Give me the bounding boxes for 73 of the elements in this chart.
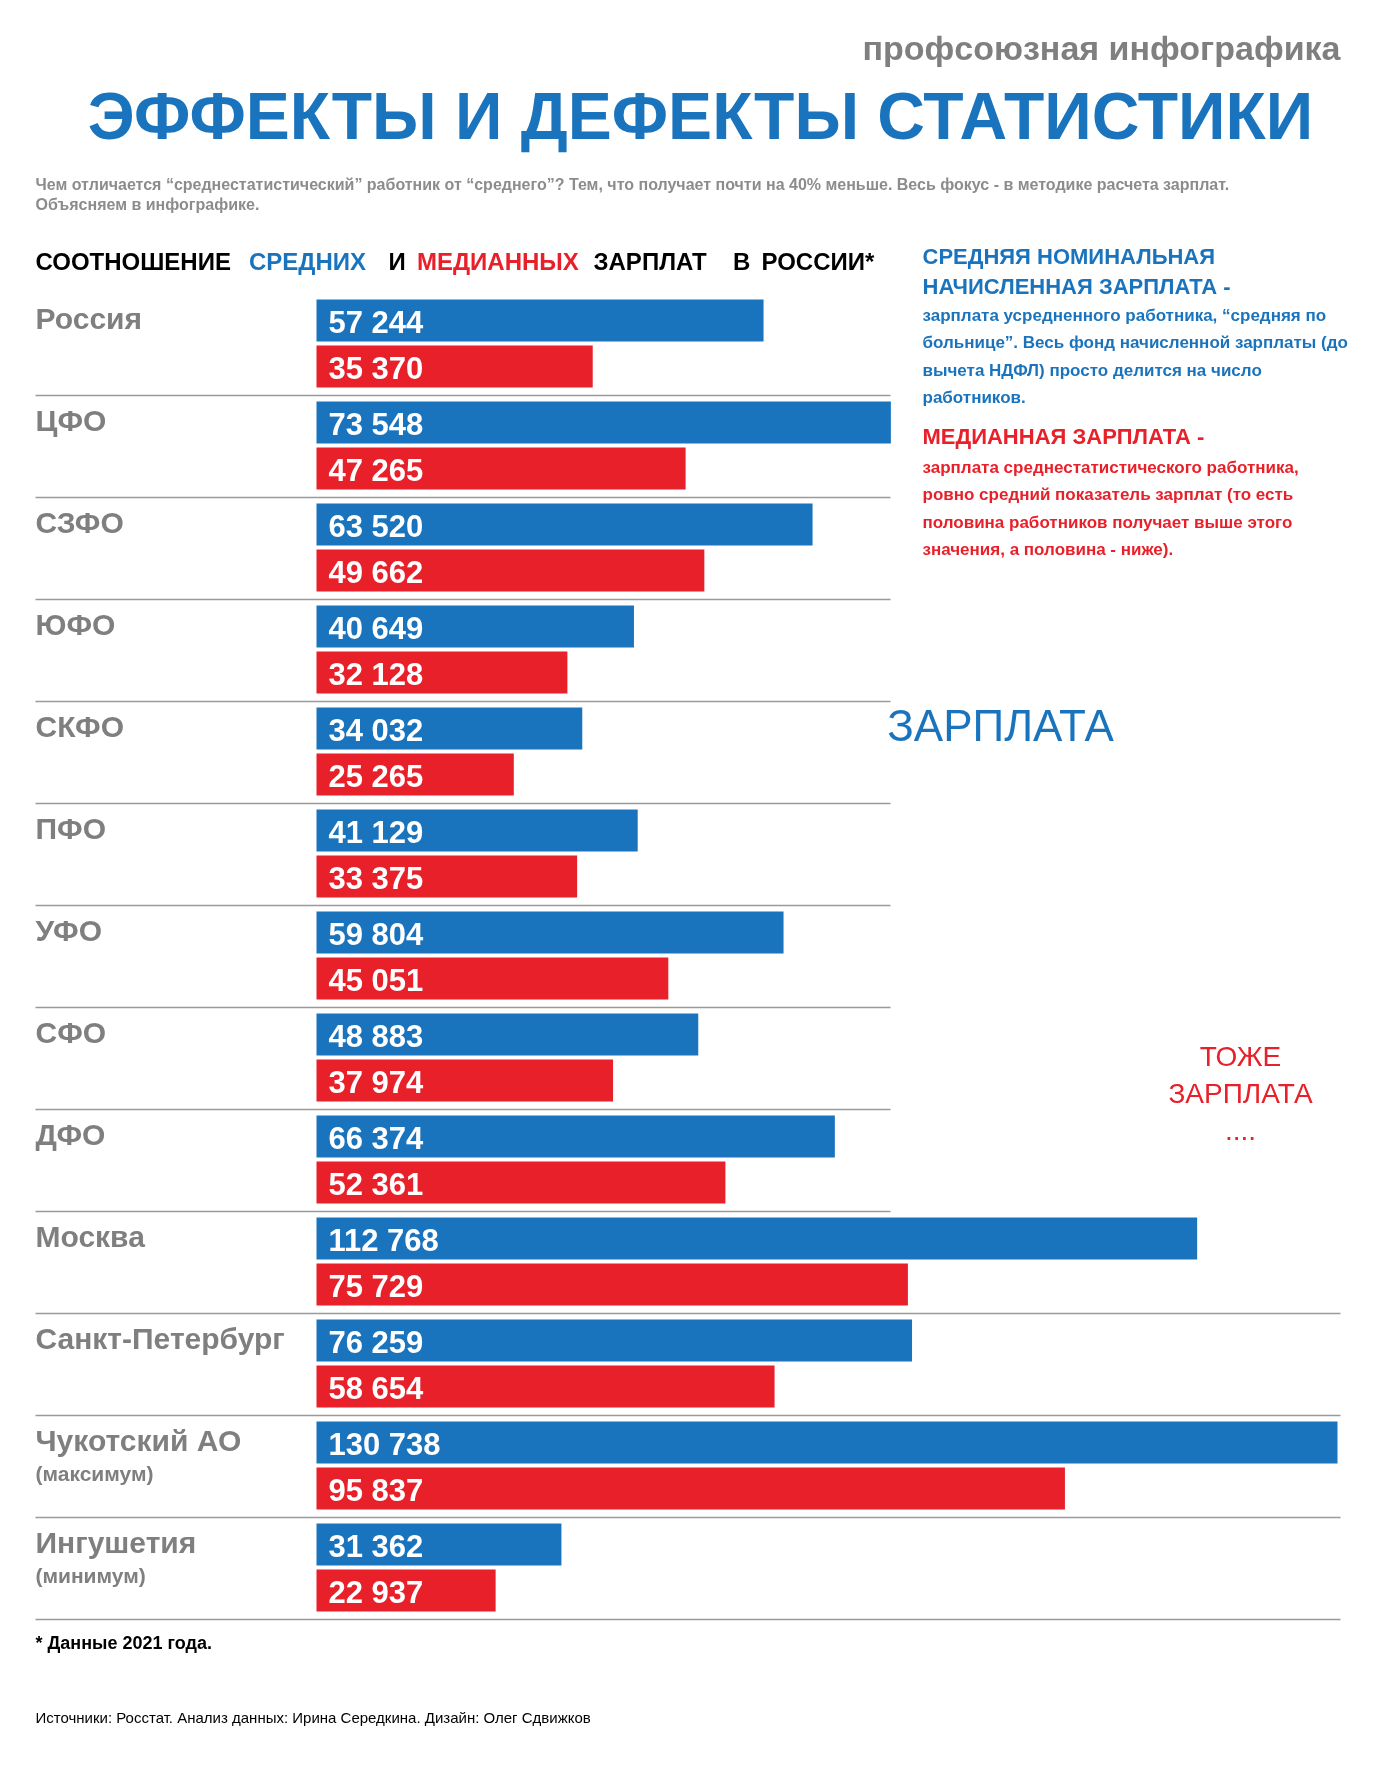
text: СРЕДНЯЯ НОМИНАЛЬНАЯ НАЧИСЛЕННАЯ ЗАРПЛАТА - [922, 243, 1231, 299]
data-label: 25 265 [328, 759, 424, 794]
data-label: 112 768 [328, 1223, 439, 1258]
data-label: 49 662 [328, 555, 424, 590]
bar [316, 1263, 908, 1306]
bar [316, 1319, 913, 1362]
annotation: ТОЖЕ ЗАРПЛАТА .... [1168, 1040, 1313, 1146]
data-label: 75 729 [328, 1269, 424, 1304]
y-tick-label: ЮФО [35, 607, 116, 641]
data-label: 66 374 [328, 1121, 425, 1156]
bar [316, 447, 686, 490]
bar [316, 855, 578, 898]
chart-title: ЭФФЕКТЫ И ДЕФЕКТЫ СТАТИСТИКИ [87, 78, 1314, 153]
bar [316, 1161, 726, 1204]
bar [316, 957, 669, 1000]
annotation: ЗАРПЛАТА [887, 700, 1115, 750]
bar [316, 911, 784, 954]
y-tick-label: СКФО [35, 709, 125, 743]
data-label: 63 520 [328, 509, 424, 544]
data-label: 37 974 [328, 1065, 425, 1100]
data-label: 57 244 [328, 305, 425, 340]
annotation: зарплата усредненного работника, “средняя по больнице”. Весь фонд начисленной зарплаты (до вычета НДФЛ) просто делится на число работников. [922, 305, 1348, 408]
annotation: зарплата среднестатистического работника, ровно средний показатель зарплат (то есть половина работников получает выше этого значения, а половина - ниже). [922, 457, 1299, 560]
chart-subtitle: СООТНОШЕНИЕ СРЕДНИХ И МЕДИАННЫХ ЗАРПЛАТ В РОССИИ* [35, 247, 876, 275]
bar [316, 503, 813, 546]
text: МЕДИАННАЯ ЗАРПЛАТА - [922, 423, 1205, 449]
data-label: 45 051 [328, 963, 424, 998]
data-label: 35 370 [328, 351, 424, 386]
bar [316, 809, 638, 852]
bar [316, 345, 593, 388]
data-label: 40 649 [328, 611, 424, 646]
y-tick-label: СФО [35, 1015, 107, 1049]
text: * Данные 2021 года. [35, 1632, 212, 1653]
bar [316, 1059, 614, 1102]
y-tick-label: Чукотский АО (максимум) [35, 1423, 242, 1485]
text: Чем отличается “среднестатистический” работник от “среднего”? Тем, что получает почти на 40% меньше. Весь фокус - в методике расчета зарплат. Объясняем в инфографике. [35, 175, 1230, 213]
bar [316, 605, 634, 648]
data-label: 52 361 [328, 1167, 424, 1202]
data-label: 33 375 [328, 861, 424, 896]
data-label: 32 128 [328, 657, 424, 692]
bar [316, 299, 764, 342]
text: Источники: Росстат. Анализ данных: Ирина Середкина. Дизайн: Олег Сдвижков [35, 1708, 591, 1726]
y-tick-label: СЗФО [35, 505, 124, 539]
bar [316, 1217, 1198, 1260]
text: профсоюзная инфографика [862, 28, 1342, 67]
data-label: 34 032 [328, 713, 424, 748]
data-label: 73 548 [328, 407, 424, 442]
data-label: 48 883 [328, 1019, 424, 1054]
bar [316, 1421, 1338, 1464]
data-label: 41 129 [328, 815, 424, 850]
y-tick-label: УФО [35, 913, 102, 947]
y-tick-label: Россия [35, 301, 143, 335]
bar [316, 549, 705, 592]
data-label: 58 654 [328, 1371, 425, 1406]
data-label: 31 362 [328, 1529, 424, 1564]
y-tick-label: ДФО [35, 1117, 106, 1151]
bar [316, 1467, 1065, 1510]
y-tick-label: Москва [35, 1219, 146, 1253]
data-label: 47 265 [328, 453, 424, 488]
bar [316, 1365, 775, 1408]
data-label: 130 738 [328, 1427, 441, 1462]
data-label: 59 804 [328, 917, 425, 952]
bar [316, 401, 891, 444]
y-tick-label: ПФО [35, 811, 107, 845]
bar [316, 707, 583, 750]
data-label: 22 937 [328, 1575, 424, 1610]
y-tick-label: ЦФО [35, 403, 107, 437]
data-label: 95 837 [328, 1473, 424, 1508]
bar [316, 1115, 835, 1158]
bar [316, 1013, 699, 1056]
data-label: 76 259 [328, 1325, 424, 1360]
y-tick-label: Санкт-Петербург [35, 1321, 285, 1355]
y-tick-label: Ингушетия (минимум) [35, 1525, 197, 1587]
